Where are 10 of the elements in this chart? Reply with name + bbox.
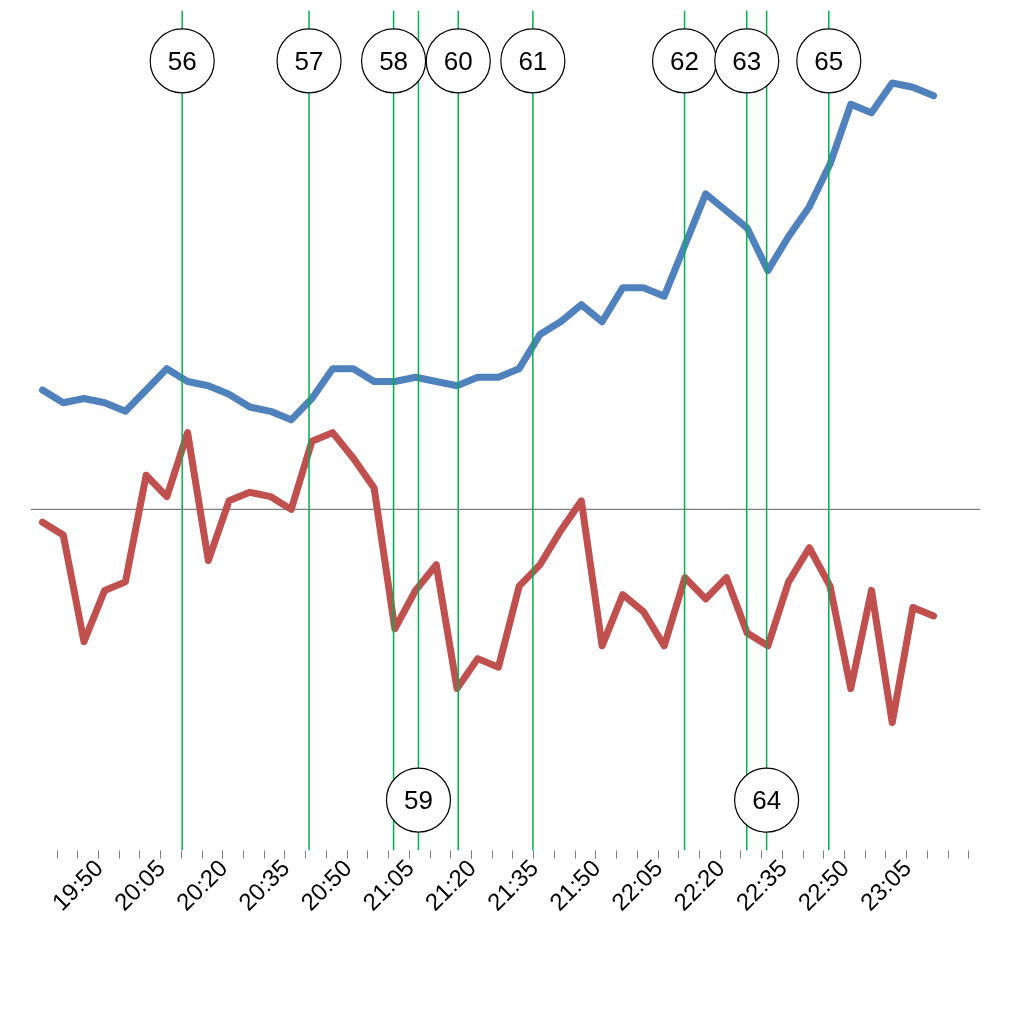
annotation: 62 <box>670 45 700 76</box>
annotation: 63 <box>732 45 762 76</box>
annotation: 64 <box>752 785 782 816</box>
annotation: 65 <box>814 45 844 76</box>
annotation: 59 <box>404 785 433 816</box>
annotation: 61 <box>518 45 548 76</box>
annotation: 56 <box>167 45 197 76</box>
annotation: 58 <box>379 45 409 76</box>
annotation: 57 <box>294 45 324 76</box>
annotation: 60 <box>443 45 473 76</box>
